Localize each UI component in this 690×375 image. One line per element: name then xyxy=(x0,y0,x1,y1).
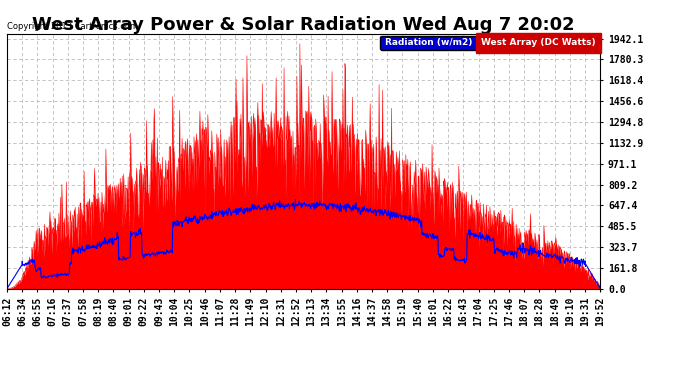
Title: West Array Power & Solar Radiation Wed Aug 7 20:02: West Array Power & Solar Radiation Wed A… xyxy=(32,16,575,34)
Text: Copyright 2013 Cartronics.com: Copyright 2013 Cartronics.com xyxy=(7,22,138,31)
Legend: Radiation (w/m2), West Array (DC Watts): Radiation (w/m2), West Array (DC Watts) xyxy=(380,36,598,50)
